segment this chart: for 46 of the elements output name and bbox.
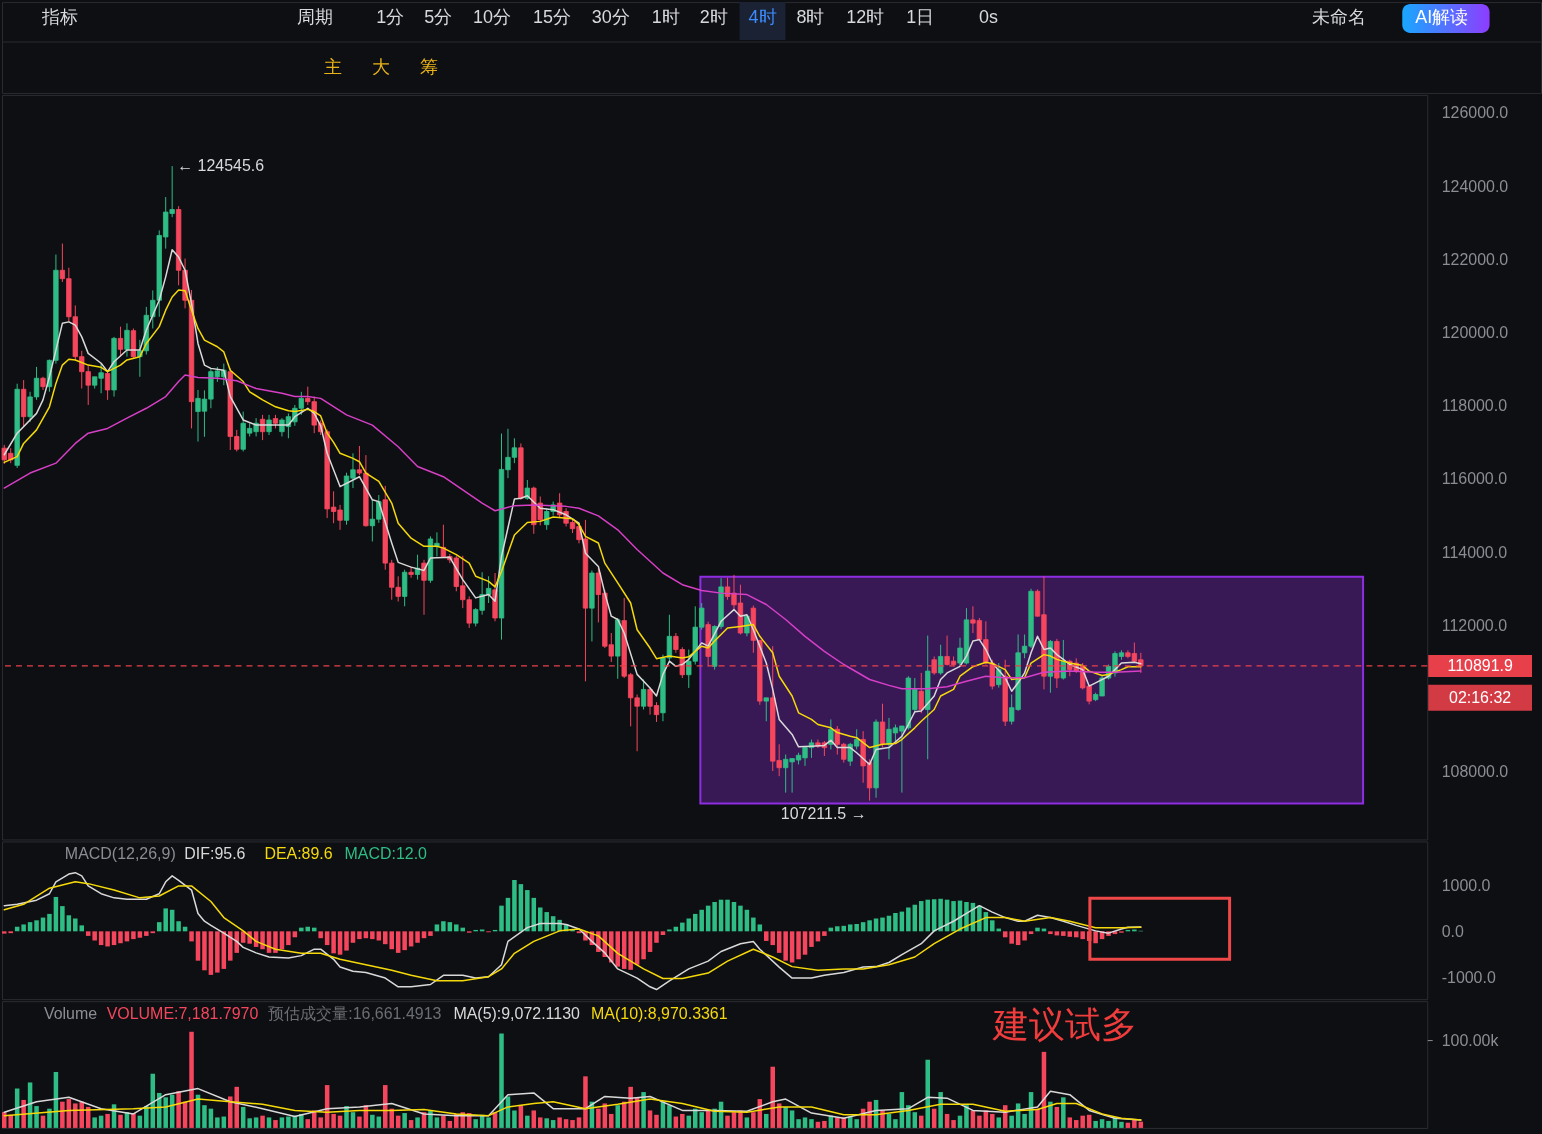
y-tick-label: 122000.0 [1441, 250, 1509, 268]
annotation: 建议试多 [991, 1004, 1137, 1046]
chart-title: MACD(12,26,9) [64, 845, 176, 863]
y-tick-label: 0.0 [1441, 922, 1464, 940]
y-tick-label: 108000.0 [1441, 763, 1509, 781]
text: MA(5):9,072.1130 [453, 1005, 581, 1023]
text: 周期 [297, 7, 334, 28]
text: 5分 [424, 7, 453, 28]
text: 主 [324, 56, 343, 77]
y-tick-label: 126000.0 [1441, 104, 1509, 122]
text: 8时 [796, 7, 825, 28]
y-tick-label: 100.00k [1441, 1031, 1499, 1049]
text: 2时 [699, 7, 728, 28]
text: 12时 [846, 7, 885, 28]
series-label: DIF:95.6 [184, 845, 246, 863]
text: MA(10):8,970.3361 [591, 1005, 728, 1023]
y-tick-label: 1000.0 [1441, 876, 1491, 894]
y-tick-label: 114000.0 [1441, 543, 1508, 561]
y-tick-label: -1000.0 [1441, 968, 1496, 986]
text: 15分 [532, 7, 571, 28]
text: AI解读 [1415, 7, 1469, 28]
text: 指标 [40, 7, 78, 28]
annotation: ← 124545.6 [177, 157, 265, 175]
series-label: VOLUME:7,181.7970 [106, 1005, 259, 1023]
text: 30分 [591, 7, 630, 28]
text: 大 [372, 56, 391, 77]
y-tick-label: 118000.0 [1441, 397, 1508, 415]
annotation: 107211.5 → [780, 804, 867, 822]
chart-title: Volume [43, 1005, 98, 1023]
annotation: 预估成交量:16,661.4913 [268, 1005, 442, 1023]
y-tick-label: 112000.0 [1441, 616, 1508, 634]
y-tick-label: 116000.0 [1441, 470, 1508, 488]
y-tick-label: 120000.0 [1441, 323, 1509, 341]
text: 10分 [473, 7, 512, 28]
text: MACD:12.0 [344, 845, 428, 863]
text: 4时 [748, 7, 777, 28]
ref-line-label: 110891.9 [1447, 656, 1513, 674]
text: 筹 [420, 56, 439, 77]
text: DEA:89.6 [264, 845, 333, 863]
text: 0s [979, 7, 999, 28]
y-tick-label: 124000.0 [1441, 177, 1509, 195]
text: 1分 [376, 7, 405, 28]
text: 1时 [651, 7, 680, 28]
text: 02:16:32 [1449, 688, 1512, 706]
text: 未命名 [1312, 7, 1367, 28]
text: 1日 [906, 7, 935, 28]
